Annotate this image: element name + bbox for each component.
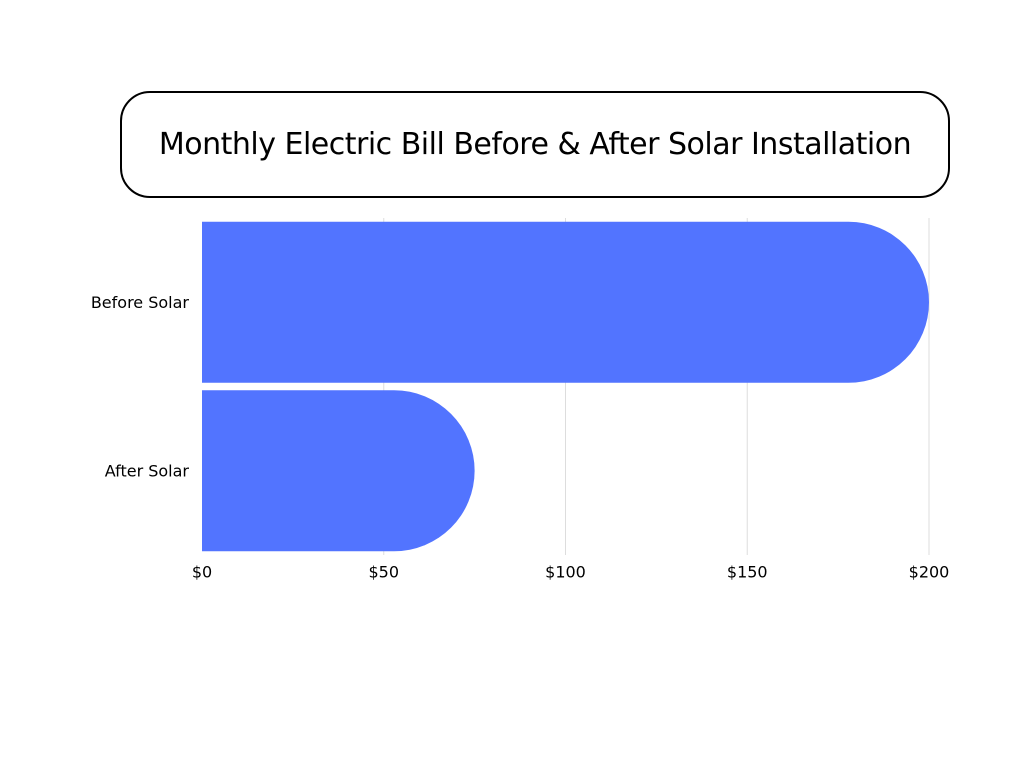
category-label-1: After Solar (105, 461, 190, 480)
category-label-0: Before Solar (91, 293, 190, 312)
x-tick-label-1: $50 (368, 563, 399, 582)
x-tick-label-0: $0 (192, 563, 212, 582)
x-tick-label-3: $150 (727, 563, 768, 582)
chart-title-box: Monthly Electric Bill Before & After Sol… (120, 91, 950, 198)
x-tick-label-4: $200 (909, 563, 950, 582)
chart-title: Monthly Electric Bill Before & After Sol… (158, 127, 912, 162)
bar-before-solar (202, 221, 929, 383)
bar-after-solar (202, 390, 475, 552)
x-tick-label-2: $100 (545, 563, 586, 582)
